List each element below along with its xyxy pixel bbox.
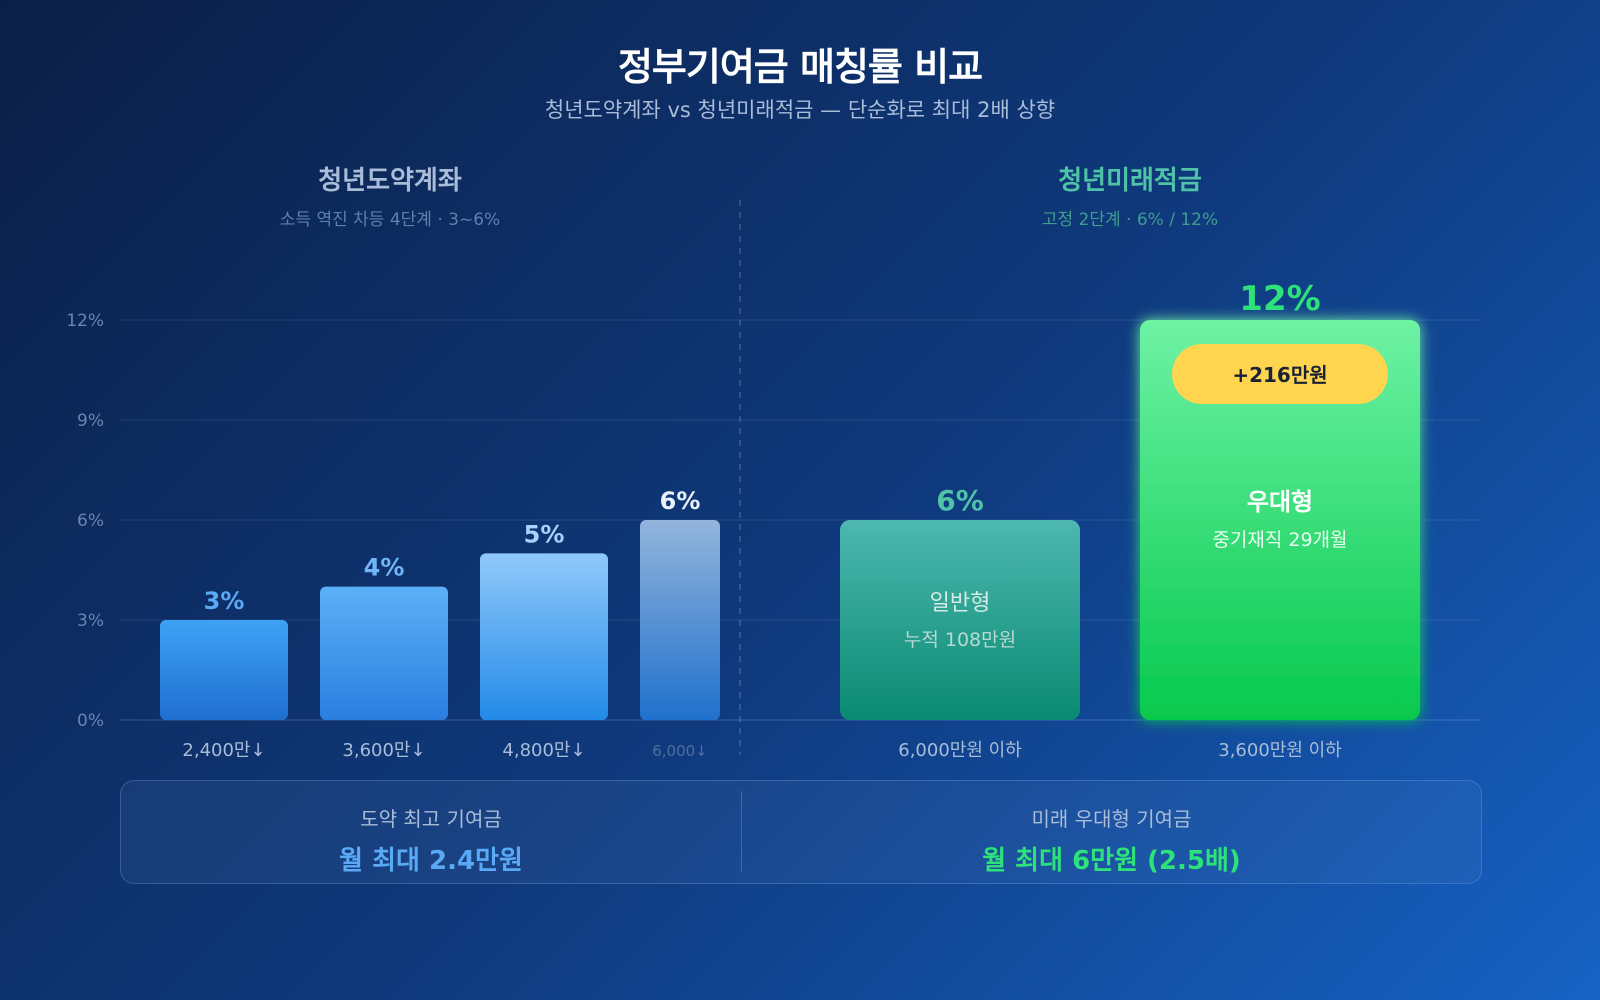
bar bbox=[480, 553, 608, 720]
value-label: 6% bbox=[936, 484, 984, 517]
summary-divider bbox=[741, 791, 742, 873]
badge-label: +216만원 bbox=[1232, 363, 1327, 387]
value-label: 3% bbox=[204, 587, 245, 615]
category-label: 3,600만↓ bbox=[342, 740, 425, 761]
value-label: 5% bbox=[524, 520, 565, 548]
right-section-subtitle: 고정 2단계 · 6% / 12% bbox=[1041, 210, 1219, 230]
summary-right: 미래 우대형 기여금 월 최대 6만원 (2.5배) bbox=[742, 781, 1481, 883]
bar bbox=[840, 520, 1080, 720]
summary-right-label: 미래 우대형 기여금 bbox=[1031, 807, 1192, 831]
category-label: 6,000↓ bbox=[652, 742, 708, 760]
category-label: 4,800만↓ bbox=[502, 740, 585, 761]
left-section-title: 청년도약계좌 bbox=[318, 166, 462, 196]
y-tick-label: 3% bbox=[77, 611, 104, 631]
bar bbox=[640, 520, 720, 720]
category-label: 6,000만원 이하 bbox=[898, 740, 1022, 761]
bar-note-label: 누적 108만원 bbox=[904, 629, 1016, 651]
right-section-title: 청년미래적금 bbox=[1058, 166, 1202, 196]
page-subtitle: 청년도약계좌 vs 청년미래적금 — 단순화로 최대 2배 상향 bbox=[544, 98, 1056, 122]
left-section-subtitle: 소득 역진 차등 4단계 · 3~6% bbox=[279, 210, 501, 230]
summary-right-value: 월 최대 6만원 (2.5배) bbox=[982, 846, 1241, 876]
bar-name-label: 일반형 bbox=[930, 591, 991, 616]
category-label: 2,400만↓ bbox=[182, 740, 265, 761]
y-tick-label: 12% bbox=[66, 311, 104, 331]
summary-panel: 도약 최고 기여금 월 최대 2.4만원 미래 우대형 기여금 월 최대 6만원… bbox=[120, 780, 1482, 884]
value-label: 4% bbox=[364, 554, 405, 582]
bar-note-label: 중기재직 29개월 bbox=[1212, 529, 1347, 551]
y-tick-label: 0% bbox=[77, 711, 104, 731]
y-tick-label: 9% bbox=[77, 411, 104, 431]
value-label: 12% bbox=[1239, 279, 1320, 319]
summary-left-label: 도약 최고 기여금 bbox=[360, 807, 502, 831]
summary-left-value: 월 최대 2.4만원 bbox=[339, 846, 523, 876]
page-title: 정부기여금 매칭률 비교 bbox=[617, 45, 983, 89]
value-label: 6% bbox=[660, 487, 701, 515]
bar bbox=[1140, 320, 1420, 720]
y-tick-label: 6% bbox=[77, 511, 104, 531]
bar-name-label: 우대형 bbox=[1247, 488, 1313, 516]
category-label: 3,600만원 이하 bbox=[1218, 740, 1342, 761]
bar bbox=[160, 620, 288, 720]
badge bbox=[1172, 344, 1388, 404]
summary-left: 도약 최고 기여금 월 최대 2.4만원 bbox=[121, 781, 741, 883]
bar bbox=[320, 586, 448, 720]
